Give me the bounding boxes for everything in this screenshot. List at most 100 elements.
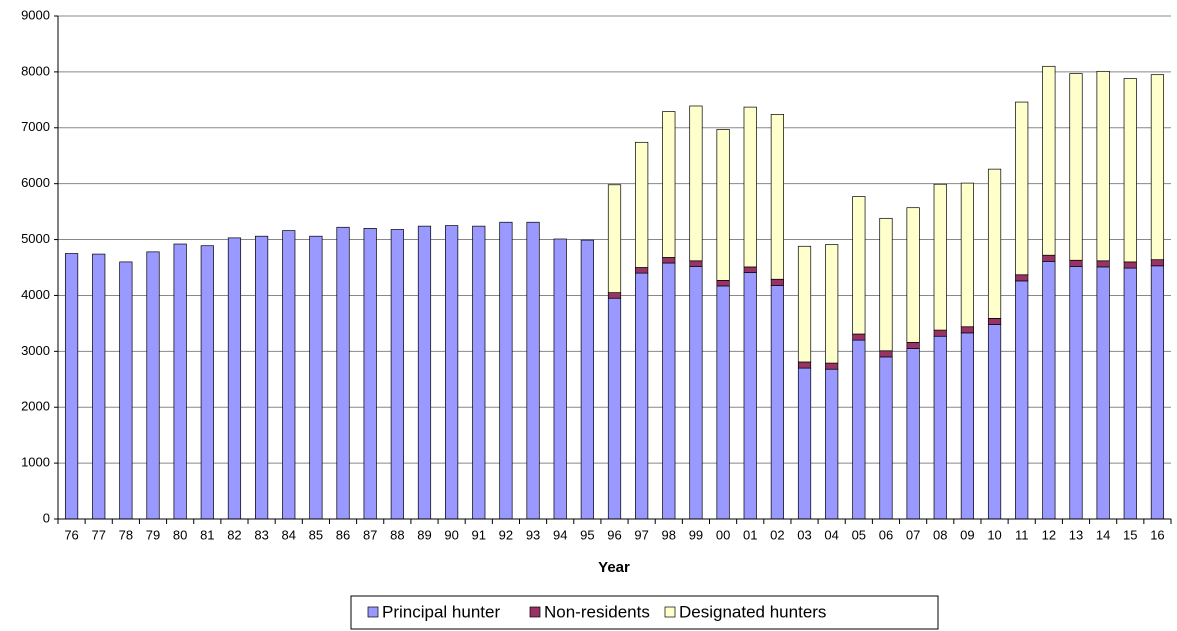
bar-segment: [1150, 74, 1165, 261]
x-tick-label: 99: [689, 527, 703, 542]
x-tick-label: 92: [499, 527, 513, 542]
x-tick-label: 96: [607, 527, 621, 542]
bar-segment: [635, 267, 649, 274]
x-tick-label: 02: [770, 527, 784, 542]
bar-segment: [960, 326, 974, 334]
x-tick-label: 77: [91, 527, 105, 542]
bar-segment: [363, 228, 377, 520]
x-tick-label: 85: [309, 527, 323, 542]
bar-segment: [906, 207, 920, 343]
bar-segment: [662, 257, 676, 264]
bar-segment: [716, 129, 730, 281]
bar-segment: [336, 226, 350, 520]
bar-segment: [1015, 280, 1029, 520]
x-tick-label: 14: [1096, 527, 1110, 542]
bar-segment: [689, 260, 703, 267]
bar-segment: [417, 225, 432, 520]
bar-segment: [987, 318, 1002, 325]
bar-segment: [92, 253, 106, 520]
bar-segment: [743, 266, 757, 273]
bar-segment: [1123, 267, 1137, 520]
legend-box: [350, 595, 939, 630]
bar-segment: [770, 285, 784, 520]
legend-swatch: [664, 606, 676, 618]
y-tick-label: 6000: [21, 175, 50, 190]
bar-segment: [825, 362, 839, 370]
bar-segment: [987, 168, 1002, 319]
x-tick-label: 15: [1123, 527, 1137, 542]
bar-segment: [743, 106, 757, 268]
bar-segment: [852, 196, 866, 335]
legend-swatch: [529, 606, 541, 618]
bar-segment: [390, 229, 404, 520]
bar-segment: [1096, 260, 1110, 268]
bar-segment: [1015, 274, 1029, 282]
bar-segment: [825, 244, 839, 364]
bar-segment: [1015, 101, 1029, 276]
bar-segment: [933, 329, 947, 337]
bar-segment: [825, 368, 839, 520]
bar-segment: [227, 237, 242, 520]
x-tick-label: 10: [987, 527, 1001, 542]
bar-segment: [635, 272, 649, 520]
bar-segment: [146, 251, 160, 520]
bar-segment: [553, 238, 567, 520]
bar-segment: [526, 221, 540, 520]
y-tick-label: 3000: [21, 343, 50, 358]
x-tick-label: 79: [146, 527, 160, 542]
x-tick-label: 86: [336, 527, 350, 542]
x-tick-label: 91: [472, 527, 486, 542]
x-tick-label: 95: [580, 527, 594, 542]
bar-segment: [879, 217, 893, 352]
legend-label: Principal hunter: [382, 602, 500, 621]
x-tick-label: 06: [879, 527, 893, 542]
bar-segment: [200, 245, 214, 520]
bar-segment: [797, 367, 812, 520]
bar-segment: [309, 235, 323, 520]
bar-segment: [906, 348, 920, 520]
bar-segment: [607, 184, 622, 293]
bar-segment: [255, 235, 269, 520]
x-tick-label: 04: [824, 527, 838, 542]
bar-segment: [960, 182, 974, 328]
bar-segment: [1042, 254, 1056, 262]
x-tick-label: 88: [390, 527, 404, 542]
bar-segment: [770, 278, 784, 286]
legend-label: Non-residents: [544, 602, 650, 621]
y-tick-label: 4000: [21, 287, 50, 302]
bar-segment: [472, 225, 486, 520]
x-tick-label: 90: [444, 527, 458, 542]
x-tick-label: 80: [173, 527, 187, 542]
x-tick-label: 16: [1150, 527, 1164, 542]
bar-segment: [282, 230, 296, 520]
x-tick-label: 01: [743, 527, 757, 542]
legend-swatch: [367, 606, 379, 618]
bar-segment: [662, 111, 676, 258]
bar-segment: [879, 350, 893, 358]
bar-segment: [1096, 266, 1110, 520]
y-tick-label: 0: [43, 510, 50, 525]
bar-segment: [1042, 261, 1056, 520]
bar-segment: [906, 342, 920, 349]
x-tick-label: 03: [797, 527, 811, 542]
bar-segment: [1069, 73, 1083, 261]
x-tick-label: 89: [417, 527, 431, 542]
bar-segment: [1123, 78, 1137, 263]
x-tick-label: 93: [526, 527, 540, 542]
bar-segment: [770, 114, 784, 280]
bar-segment: [743, 272, 757, 520]
bar-segment: [797, 245, 812, 363]
x-tick-label: 84: [282, 527, 296, 542]
bar-segment: [852, 333, 866, 341]
bar-segment: [797, 361, 812, 369]
bar-segment: [173, 243, 187, 520]
x-tick-label: 76: [64, 527, 78, 542]
bar-segment: [1069, 266, 1083, 520]
bar-segment: [1042, 65, 1056, 256]
bar-segment: [607, 292, 622, 299]
x-tick-label: 09: [960, 527, 974, 542]
bar-segment: [499, 221, 513, 520]
x-tick-label: 07: [906, 527, 920, 542]
y-tick-label: 5000: [21, 231, 50, 246]
